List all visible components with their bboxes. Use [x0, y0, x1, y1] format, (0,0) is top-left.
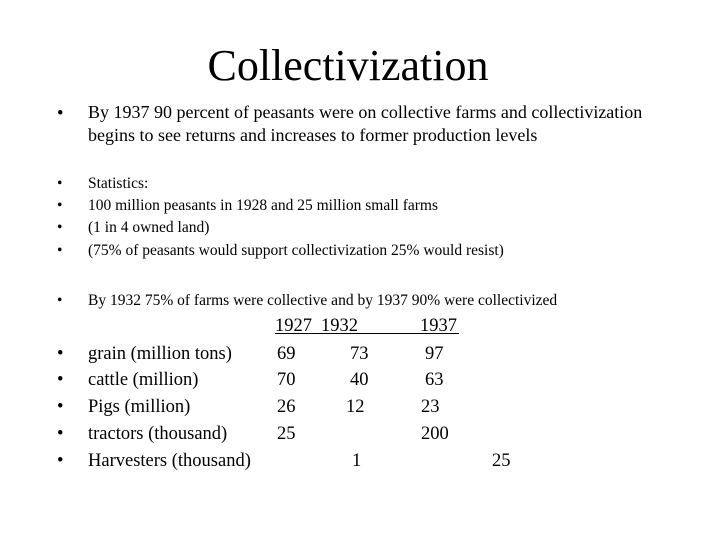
table-cell: 73: [350, 344, 369, 364]
bullet-icon: •: [57, 104, 64, 124]
summary-text: By 1932 75% of farms were collective and…: [88, 292, 558, 309]
table-row-label: Harvesters (thousand): [88, 451, 251, 471]
bullet-icon: •: [57, 197, 63, 214]
bullet-icon: •: [57, 344, 64, 364]
table-row-label: cattle (million): [88, 370, 199, 390]
bullet-icon: •: [57, 451, 64, 471]
table-year-header: 1927: [275, 316, 312, 336]
table-cell: 23: [421, 397, 440, 417]
statistics-item: 100 million peasants in 1928 and 25 mill…: [88, 197, 439, 214]
statistics-heading: Statistics:: [88, 175, 149, 192]
table-row-label: tractors (thousand): [88, 424, 228, 444]
bullet-icon: •: [57, 292, 63, 309]
bullet-icon: •: [57, 175, 63, 192]
statistics-item: (75% of peasants would support collectiv…: [88, 242, 504, 259]
intro-text: By 1937 90 percent of peasants were on c…: [88, 102, 643, 145]
bullet-icon: •: [57, 370, 64, 390]
table-year-header: 1937: [420, 316, 457, 336]
table-header-underline: [275, 333, 459, 334]
bullet-icon: •: [57, 219, 63, 236]
table-cell: 26: [277, 397, 296, 417]
table-cell: 12: [346, 397, 365, 417]
table-cell: 25: [277, 424, 296, 444]
table-cell: 25: [492, 451, 511, 471]
table-year-header: 1932: [321, 316, 358, 336]
table-row-label: grain (million tons): [88, 344, 232, 364]
table-cell: 1: [352, 451, 362, 471]
table-cell: 97: [425, 344, 444, 364]
table-cell: 70: [277, 370, 296, 390]
table-cell: 200: [421, 424, 449, 444]
bullet-icon: •: [57, 397, 64, 417]
bullet-icon: •: [57, 424, 64, 444]
bullet-icon: •: [57, 242, 63, 259]
table-cell: 40: [350, 370, 369, 390]
statistics-item: (1 in 4 owned land): [88, 219, 210, 236]
table-cell: 63: [425, 370, 444, 390]
table-cell: 69: [277, 344, 296, 364]
slide-title: Collectivization: [207, 41, 489, 90]
table-row-label: Pigs (million): [88, 397, 191, 417]
